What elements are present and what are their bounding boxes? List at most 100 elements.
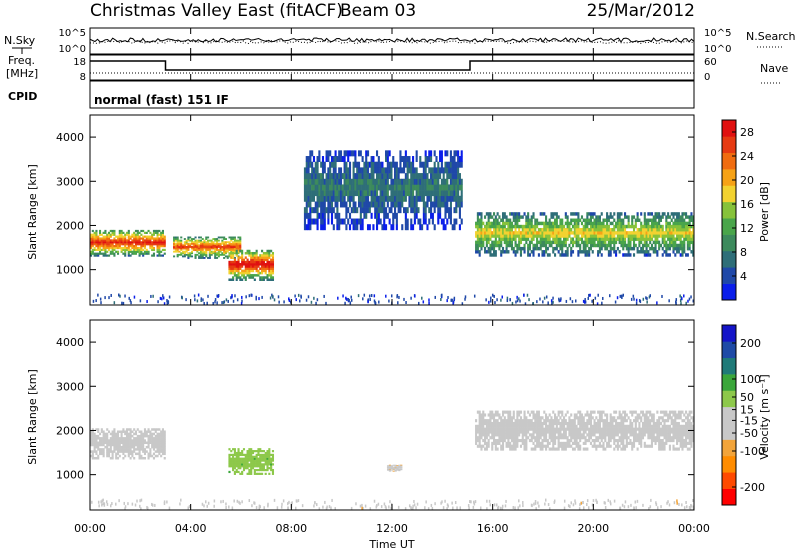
heatmap-cell — [372, 178, 375, 185]
heatmap-cell — [519, 250, 523, 254]
heatmap-cell — [426, 190, 429, 197]
heatmap-cell — [510, 221, 514, 226]
heatmap-cell — [500, 253, 503, 257]
heatmap-cell — [514, 444, 517, 448]
heatmap-cell — [345, 190, 348, 197]
heatmap-cell — [124, 239, 127, 242]
heatmap-cell — [91, 241, 94, 244]
heatmap-cell — [248, 463, 251, 466]
heatmap-cell — [580, 427, 584, 431]
heatmap-cell — [336, 207, 339, 214]
heatmap-cell — [548, 253, 551, 257]
heatmap-cell — [173, 255, 176, 258]
heatmap-cell — [350, 207, 353, 214]
heatmap-cell — [417, 173, 420, 180]
heatmap-cell — [102, 235, 105, 238]
heatmap-cell — [568, 416, 571, 420]
heatmap-cell — [652, 218, 655, 222]
heatmap-cell — [604, 218, 607, 222]
heatmap-cell — [527, 427, 530, 431]
heatmap-cell — [604, 424, 607, 428]
heatmap-cell — [616, 246, 619, 251]
heatmap-cell — [530, 419, 533, 423]
heatmap-cell — [672, 227, 675, 232]
heatmap-cell — [129, 430, 132, 433]
heatmap-cell — [609, 433, 612, 437]
heatmap-cell — [352, 190, 355, 197]
heatmap-cell — [554, 240, 557, 245]
heatmap-cell — [476, 212, 479, 216]
heatmap-cell — [410, 201, 413, 208]
heatmap-cell — [446, 150, 449, 157]
heatmap-cell — [690, 224, 693, 229]
heatmap-cell — [106, 432, 109, 436]
heatmap-cell — [190, 245, 194, 248]
heatmap-cell — [348, 298, 350, 302]
heatmap-cell — [564, 436, 567, 440]
heatmap-cell — [149, 245, 152, 248]
heatmap-cell — [453, 184, 456, 191]
heatmap-cell — [212, 245, 215, 248]
heatmap-cell — [375, 218, 379, 225]
heatmap-cell — [336, 184, 339, 191]
heatmap-cell — [140, 241, 143, 244]
heatmap-cell — [647, 234, 650, 238]
heatmap-cell — [501, 413, 505, 417]
heatmap-cell — [652, 246, 655, 251]
heatmap-cell — [424, 178, 427, 185]
heatmap-cell — [557, 421, 560, 426]
heatmap-cell — [239, 467, 242, 470]
heatmap-cell — [584, 427, 587, 431]
heatmap-cell — [381, 195, 384, 202]
heatmap-cell — [250, 258, 253, 262]
heatmap-cell — [559, 433, 562, 437]
heatmap-cell — [131, 445, 134, 449]
heatmap-cell — [127, 252, 130, 255]
heatmap-cell — [320, 161, 323, 168]
heatmap-cell — [102, 450, 105, 453]
heatmap-cell — [370, 156, 373, 163]
heatmap-cell — [498, 416, 501, 420]
heatmap-cell — [230, 271, 233, 275]
heatmap-cell — [147, 243, 150, 246]
heatmap-cell — [582, 224, 585, 229]
heatmap-cell — [439, 207, 442, 214]
heatmap-cell — [392, 212, 395, 219]
heatmap-cell — [424, 167, 427, 174]
heatmap-cell — [336, 190, 339, 197]
heatmap-cell — [494, 231, 497, 235]
heatmap-cell — [251, 256, 255, 259]
heatmap-cell — [93, 439, 96, 442]
heatmap-cell — [246, 451, 249, 455]
heatmap-cell — [422, 167, 425, 174]
heatmap-cell — [552, 430, 555, 434]
heatmap-cell — [546, 430, 549, 434]
heatmap-cell — [550, 234, 553, 238]
heatmap-cell — [530, 221, 533, 226]
heatmap-cell — [226, 255, 229, 258]
heatmap-cell — [482, 421, 485, 426]
heatmap-cell — [575, 416, 578, 420]
heatmap-cell — [543, 237, 546, 241]
heatmap-cell — [138, 243, 141, 246]
heatmap-cell — [149, 231, 152, 234]
heatmap-cell — [90, 241, 93, 244]
heatmap-cell — [124, 454, 127, 458]
heatmap-cell — [500, 227, 503, 232]
heatmap-cell — [180, 245, 183, 248]
heatmap-cell — [403, 195, 406, 202]
heatmap-cell — [230, 244, 233, 247]
heatmap-cell — [362, 297, 364, 301]
heatmap-cell — [111, 434, 114, 438]
heatmap-cell — [232, 455, 235, 458]
heatmap-cell — [230, 250, 233, 253]
heatmap-cell — [261, 453, 264, 457]
heatmap-cell — [373, 294, 376, 298]
heatmap-cell — [598, 424, 601, 428]
heatmap-cell — [562, 231, 566, 235]
heatmap-cell — [501, 224, 505, 229]
heatmap-cell — [683, 243, 686, 248]
heatmap-cell — [501, 430, 505, 434]
heatmap-cell — [431, 201, 434, 208]
heatmap-cell — [537, 246, 540, 251]
